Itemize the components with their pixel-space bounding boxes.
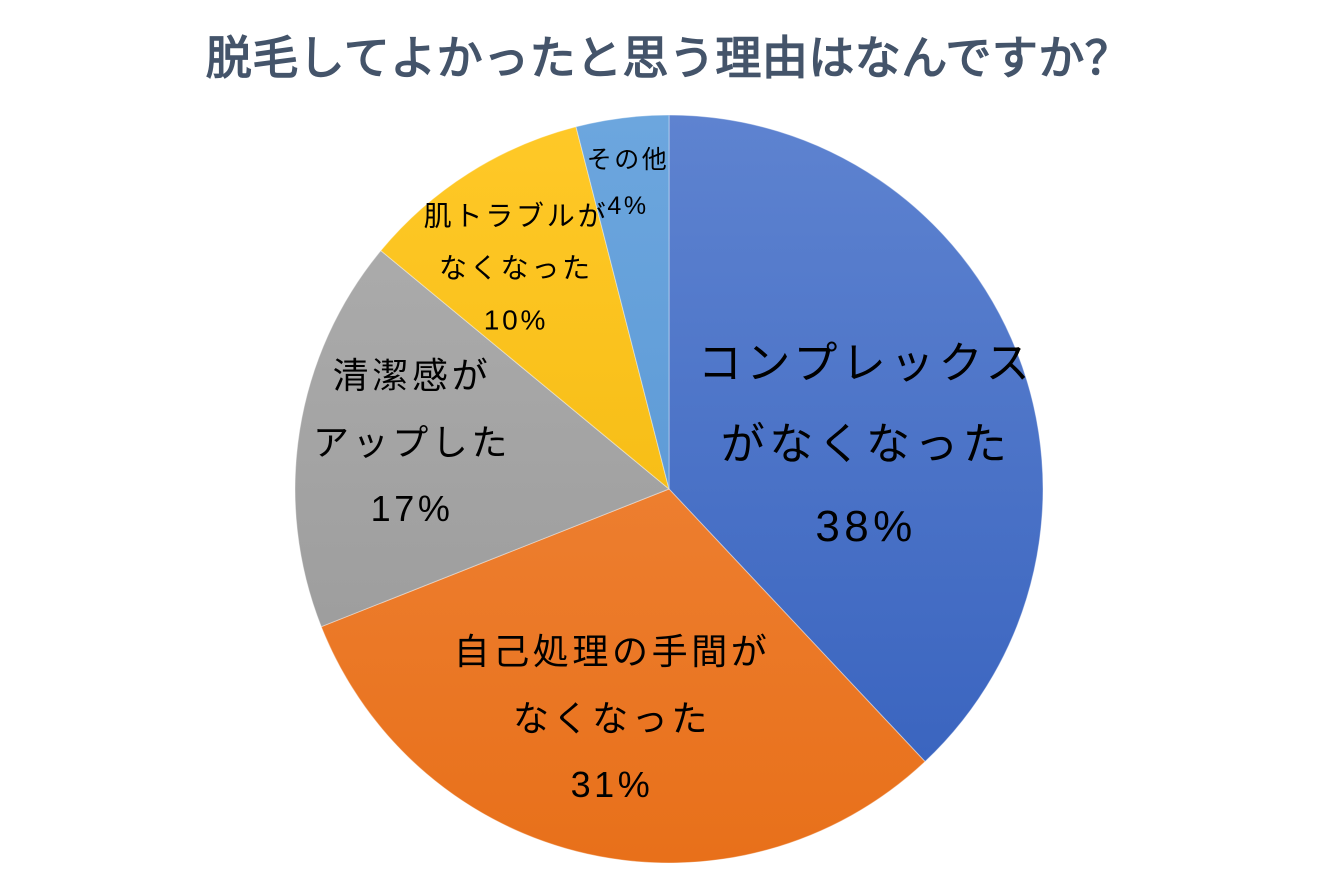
pie-slice-4 [575, 114, 670, 490]
pie-slice-label-line: その他 [586, 145, 670, 174]
pie-slice-0 [668, 114, 1044, 763]
pie-slice-label-1: 自己処理の手間が なくなった 31% [454, 619, 771, 819]
pie-slice-label-3: 肌トラブルが なくなった 10% [424, 190, 609, 345]
pie-slice-1 [320, 488, 926, 864]
pie-slice-2 [294, 250, 670, 628]
pie-slice-label-line: なくなった [438, 252, 593, 284]
pie-slice-label-line: なくなった [512, 697, 711, 739]
pie-slice-label-line: 清潔感が [332, 355, 492, 397]
pie-slice-label-line: アップした [312, 421, 512, 463]
pie-slice-label-line: 38% [815, 501, 917, 551]
pie-slice-label-2: 清潔感がアップした 17% [313, 343, 511, 543]
pie-slice-label-0: コンプレックス がなくなった 38% [698, 323, 1034, 567]
pie-slice-label-line: 4% [607, 192, 649, 220]
pie-slice-label-line: 肌トラブルが [423, 200, 609, 232]
pie-slice-label-line: コンプレックス [697, 338, 1035, 388]
pie-slice-3 [380, 126, 670, 490]
pie-slice-label-line: 自己処理の手間が [453, 631, 771, 673]
pie-slice-label-4: その他 4% [587, 137, 670, 230]
chart-title: 脱毛してよかったと思う理由はなんですか？ [205, 32, 1132, 84]
pie-slices-group [294, 114, 1044, 864]
pie-slice-label-line: 17% [370, 488, 454, 530]
pie-slice-label-line: 31% [570, 764, 654, 806]
pie-slice-label-line: 10% [483, 303, 549, 335]
pie-slice-label-line: がなくなった [720, 420, 1012, 470]
